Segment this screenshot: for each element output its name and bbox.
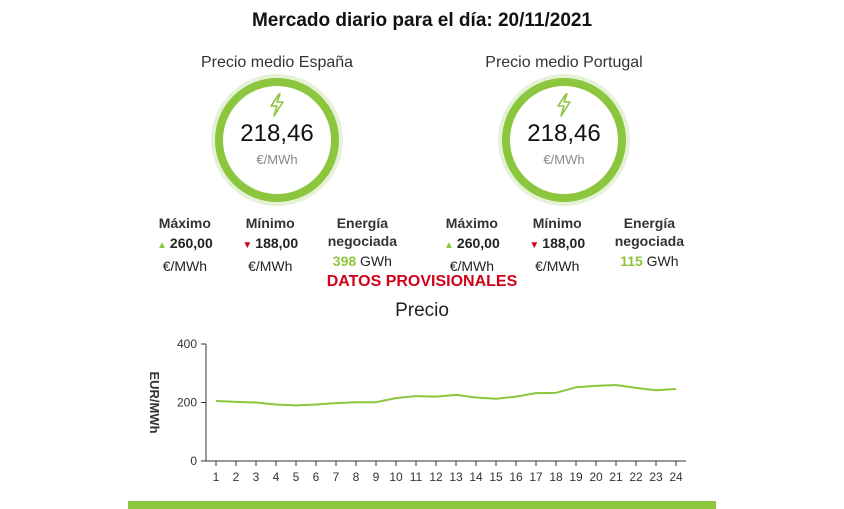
min-unit: €/MWh bbox=[248, 258, 293, 274]
triangle-down-icon: ▼ bbox=[242, 240, 253, 251]
provisional-data-notice: DATOS PROVISIONALES bbox=[326, 273, 518, 290]
max-label: Máximo bbox=[158, 215, 211, 231]
portugal-price-unit: €/MWh bbox=[543, 152, 585, 167]
max-unit: €/MWh bbox=[449, 258, 495, 274]
triangle-down-icon: ▼ bbox=[529, 240, 540, 251]
energy-label-2: negociada bbox=[614, 233, 684, 249]
spain-panel: Precio medio España 218,46 €/MWh Máximo … bbox=[157, 54, 397, 275]
spain-max-stat: Máximo ▲ 260,00 €/MWh bbox=[157, 214, 213, 275]
footer-accent-bar bbox=[128, 501, 716, 509]
max-label: Máximo bbox=[445, 215, 498, 231]
x-tick-label: 21 bbox=[609, 470, 623, 484]
spain-energy-stat: Energía negociada 398 GWh bbox=[328, 214, 397, 275]
triangle-up-icon: ▲ bbox=[444, 240, 454, 251]
energy-value: 115 bbox=[620, 253, 643, 269]
x-tick-label: 5 bbox=[293, 470, 300, 484]
spain-price-circle: 218,46 €/MWh bbox=[215, 78, 339, 202]
x-tick-label: 14 bbox=[469, 470, 483, 484]
chart-title: Precio bbox=[395, 300, 449, 321]
x-tick-label: 11 bbox=[410, 470, 423, 484]
x-tick-label: 4 bbox=[273, 470, 280, 484]
max-unit: €/MWh bbox=[162, 258, 208, 274]
portugal-price-circle: 218,46 €/MWh bbox=[502, 78, 626, 202]
y-tick-label: 400 bbox=[177, 337, 197, 351]
x-tick-label: 16 bbox=[509, 470, 523, 484]
x-tick-label: 22 bbox=[629, 470, 643, 484]
x-tick-label: 20 bbox=[589, 470, 603, 484]
max-value: 260,00 bbox=[456, 235, 500, 251]
x-tick-label: 8 bbox=[353, 470, 360, 484]
x-tick-label: 12 bbox=[429, 470, 443, 484]
x-tick-label: 10 bbox=[389, 470, 403, 484]
energy-label-1: Energía bbox=[623, 215, 676, 231]
portugal-max-stat: Máximo ▲ 260,00 €/MWh bbox=[444, 214, 500, 275]
x-tick-label: 6 bbox=[313, 470, 320, 484]
energy-unit: GWh bbox=[646, 253, 679, 269]
price-series-line bbox=[215, 383, 677, 407]
lightning-bolt-icon bbox=[510, 93, 618, 122]
min-unit: €/MWh bbox=[535, 258, 580, 274]
min-value: 188,00 bbox=[255, 235, 299, 251]
x-tick-label: 1 bbox=[213, 470, 220, 484]
x-tick-label: 9 bbox=[373, 470, 380, 484]
x-tick-label: 2 bbox=[233, 470, 240, 484]
x-tick-label: 18 bbox=[549, 470, 563, 484]
portugal-min-stat: Mínimo ▼ 188,00 €/MWh bbox=[529, 214, 585, 275]
portugal-average-price: 218,46 bbox=[527, 120, 601, 147]
y-tick-label: 0 bbox=[190, 454, 197, 468]
min-label: Mínimo bbox=[532, 215, 582, 231]
x-tick-label: 23 bbox=[649, 470, 663, 484]
energy-unit: GWh bbox=[360, 253, 392, 269]
x-tick-label: 3 bbox=[253, 470, 260, 484]
y-tick-label: 200 bbox=[177, 396, 197, 410]
lightning-bolt-icon bbox=[223, 93, 331, 122]
portugal-energy-stat: Energía negociada 115 GWh bbox=[615, 214, 684, 275]
energy-label-2: negociada bbox=[327, 233, 397, 249]
x-tick-label: 19 bbox=[569, 470, 583, 484]
max-value: 260,00 bbox=[169, 235, 213, 251]
x-tick-label: 15 bbox=[489, 470, 503, 484]
triangle-up-icon: ▲ bbox=[157, 240, 167, 251]
portugal-panel-title: Precio medio Portugal bbox=[485, 54, 643, 71]
portugal-panel: Precio medio Portugal 218,46 €/MWh Máxim… bbox=[444, 54, 684, 275]
x-tick-label: 13 bbox=[449, 470, 463, 484]
page-title: Mercado diario para el día: 20/11/2021 bbox=[251, 10, 593, 31]
x-tick-label: 7 bbox=[333, 470, 340, 484]
spain-price-unit: €/MWh bbox=[256, 152, 298, 167]
spain-min-stat: Mínimo ▼ 188,00 €/MWh bbox=[242, 214, 298, 275]
energy-value: 398 bbox=[332, 253, 357, 269]
x-tick-label: 24 bbox=[669, 470, 683, 484]
min-value: 188,00 bbox=[542, 235, 586, 251]
portugal-stats: Máximo ▲ 260,00 €/MWh Mínimo ▼ 188,00 €/MW… bbox=[444, 214, 684, 275]
spain-average-price: 218,46 bbox=[240, 120, 314, 147]
x-tick-label: 17 bbox=[529, 470, 543, 484]
spain-stats: Máximo ▲ 260,00 €/MWh Mínimo ▼ 188,00 €/MW… bbox=[157, 214, 397, 275]
y-axis-label: EUR/MWh bbox=[147, 371, 162, 433]
spain-panel-title: Precio medio España bbox=[200, 54, 354, 71]
energy-label-1: Energía bbox=[336, 215, 389, 231]
min-label: Mínimo bbox=[245, 215, 295, 231]
